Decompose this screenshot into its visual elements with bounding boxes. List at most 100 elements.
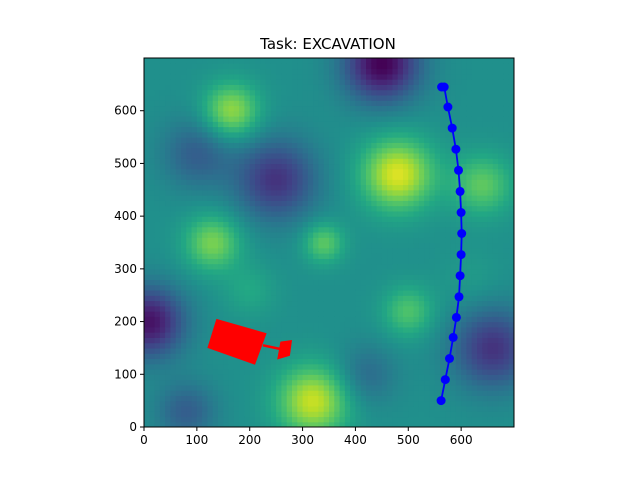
heatmap-cell	[408, 231, 415, 238]
heatmap-cell	[270, 200, 277, 207]
heatmap-cell	[339, 405, 346, 412]
heatmap-cell	[323, 131, 330, 138]
heatmap-cell	[477, 58, 483, 64]
heatmap-cell	[307, 195, 314, 201]
heatmap-cell	[424, 337, 431, 344]
heatmap-cell	[461, 168, 468, 175]
heatmap-cell	[307, 168, 314, 175]
heatmap-cell	[408, 326, 415, 333]
heatmap-cell	[466, 347, 473, 354]
heatmap-cell	[471, 237, 478, 244]
heatmap-cell	[255, 158, 261, 165]
heatmap-cell	[344, 105, 351, 112]
heatmap-cell	[239, 358, 246, 365]
heatmap-cell	[313, 94, 320, 101]
heatmap-cell	[397, 79, 404, 85]
heatmap-cell	[498, 163, 505, 170]
heatmap-cell	[440, 253, 446, 259]
heatmap-cell	[360, 258, 367, 265]
heatmap-cell	[170, 231, 177, 238]
heatmap-cell	[228, 115, 235, 122]
heatmap-cell	[149, 316, 156, 323]
heatmap-cell	[191, 142, 198, 149]
heatmap-cell	[355, 126, 362, 133]
heatmap-cell	[244, 168, 251, 175]
heatmap-cell	[175, 147, 182, 154]
heatmap-cell	[318, 221, 325, 228]
heatmap-cell	[503, 115, 510, 122]
heatmap-cell	[397, 94, 404, 101]
heatmap-cell	[202, 411, 209, 418]
heatmap-cell	[186, 347, 193, 354]
heatmap-cell	[255, 173, 261, 180]
heatmap-cell	[329, 68, 335, 75]
heatmap-cell	[260, 216, 267, 223]
heatmap-cell	[170, 200, 177, 207]
heatmap-cell	[191, 131, 198, 138]
heatmap-cell	[159, 200, 166, 207]
heatmap-cell	[424, 347, 431, 354]
heatmap-cell	[392, 305, 399, 312]
heatmap-cell	[408, 210, 415, 217]
heatmap-cell	[292, 305, 298, 312]
heatmap-cell	[207, 289, 214, 296]
heatmap-cell	[170, 68, 177, 75]
heatmap-cell	[297, 263, 304, 270]
heatmap-cell	[366, 279, 372, 286]
heatmap-cell	[477, 258, 483, 265]
heatmap-cell	[223, 195, 230, 201]
heatmap-cell	[281, 400, 288, 407]
heatmap-cell	[350, 152, 357, 159]
heatmap-cell	[471, 284, 478, 291]
heatmap-cell	[477, 179, 483, 186]
heatmap-cell	[191, 326, 198, 333]
heatmap-cell	[323, 121, 330, 128]
heatmap-cell	[202, 100, 209, 107]
heatmap-cell	[165, 221, 172, 228]
heatmap-cell	[376, 89, 383, 96]
heatmap-cell	[329, 168, 335, 175]
heatmap-cell	[244, 58, 251, 64]
heatmap-cell	[313, 247, 320, 254]
heatmap-cell	[397, 390, 404, 396]
heatmap-cell	[313, 237, 320, 244]
heatmap-cell	[276, 63, 283, 70]
heatmap-cell	[323, 358, 330, 365]
heatmap-cell	[450, 347, 457, 354]
heatmap-cell	[186, 289, 193, 296]
heatmap-cell	[492, 216, 499, 223]
heatmap-cell	[434, 311, 441, 317]
heatmap-cell	[397, 163, 404, 170]
heatmap-cell	[339, 369, 346, 375]
heatmap-cell	[228, 411, 235, 418]
heatmap-cell	[424, 126, 431, 133]
heatmap-cell	[329, 332, 335, 338]
heatmap-cell	[149, 184, 156, 191]
heatmap-cell	[265, 152, 272, 159]
heatmap-cell	[360, 115, 367, 122]
heatmap-cell	[297, 300, 304, 307]
heatmap-cell	[265, 68, 272, 75]
heatmap-cell	[440, 158, 446, 165]
heatmap-cell	[292, 263, 298, 270]
heatmap-cell	[434, 121, 441, 128]
heatmap-cell	[334, 390, 341, 396]
heatmap-cell	[355, 384, 362, 391]
heatmap-cell	[244, 147, 251, 154]
heatmap-cell	[482, 358, 489, 365]
heatmap-cell	[191, 390, 198, 396]
heatmap-cell	[255, 226, 261, 233]
heatmap-cell	[355, 58, 362, 64]
heatmap-cell	[408, 268, 415, 275]
heatmap-cell	[482, 200, 489, 207]
heatmap-cell	[212, 210, 219, 217]
heatmap-cell	[233, 179, 240, 186]
heatmap-cell	[466, 58, 473, 64]
heatmap-cell	[471, 421, 478, 427]
heatmap-cell	[281, 121, 288, 128]
heatmap-cell	[418, 316, 425, 323]
heatmap-cell	[482, 184, 489, 191]
heatmap-cell	[249, 89, 256, 96]
heatmap-cell	[360, 231, 367, 238]
heatmap-cell	[418, 279, 425, 286]
